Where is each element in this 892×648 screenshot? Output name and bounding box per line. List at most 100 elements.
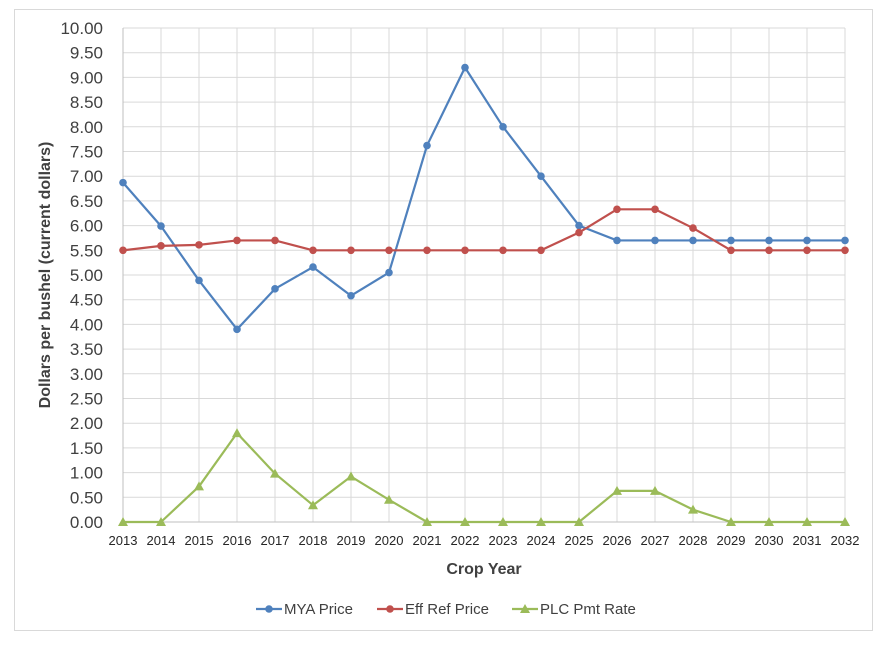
data-point xyxy=(536,517,546,526)
y-tick-label: 0.50 xyxy=(70,488,103,507)
data-point xyxy=(233,236,241,245)
x-tick-label: 2013 xyxy=(109,533,138,548)
data-point xyxy=(689,236,697,245)
x-tick-label: 2025 xyxy=(565,533,594,548)
y-tick-label: 9.00 xyxy=(70,68,103,87)
gridlines xyxy=(122,27,846,523)
data-point xyxy=(194,481,204,491)
data-point xyxy=(271,285,279,293)
data-point xyxy=(461,63,469,72)
y-axis-title: Dollars per bushel (current dollars) xyxy=(37,142,54,409)
data-point xyxy=(802,517,812,526)
x-tick-label: 2031 xyxy=(793,533,822,548)
y-tick-label: 5.50 xyxy=(70,241,103,260)
data-point xyxy=(651,205,659,214)
data-point xyxy=(613,205,621,214)
y-tick-label: 6.00 xyxy=(70,217,103,236)
data-point xyxy=(689,224,697,232)
data-point xyxy=(270,468,280,478)
data-point xyxy=(309,246,317,255)
data-point xyxy=(650,485,660,495)
data-point xyxy=(574,517,584,526)
y-tick-label: 4.00 xyxy=(70,315,103,334)
data-point xyxy=(195,276,203,285)
legend-item: MYA Price xyxy=(256,601,353,618)
x-tick-label: 2029 xyxy=(717,533,746,548)
x-axis-ticks: 2013 2014 2015 2016 2017 2018 2019 2020 2021 2022… xyxy=(109,533,860,548)
series-plc-pmt-rate xyxy=(118,428,850,526)
data-point xyxy=(346,471,356,481)
y-tick-label: 3.00 xyxy=(70,365,103,384)
data-point xyxy=(461,246,469,255)
x-tick-label: 2024 xyxy=(527,533,556,548)
data-point xyxy=(119,246,127,255)
data-point xyxy=(423,246,431,255)
y-tick-label: 7.00 xyxy=(70,167,103,186)
legend-label: PLC Pmt Rate xyxy=(540,601,636,618)
data-point xyxy=(385,268,393,277)
x-tick-label: 2020 xyxy=(375,533,404,548)
data-point xyxy=(498,517,508,526)
data-point xyxy=(156,517,166,526)
x-tick-label: 2027 xyxy=(641,533,670,548)
x-tick-label: 2022 xyxy=(451,533,480,548)
y-axis-ticks: 0.00 0.50 1.00 1.50 2.00 2.50 3.00 3.50 4.00 4.50… xyxy=(60,19,103,532)
x-tick-label: 2019 xyxy=(337,533,366,548)
data-point xyxy=(423,141,431,150)
data-point xyxy=(537,172,545,180)
y-tick-label: 5.00 xyxy=(70,266,103,285)
data-point xyxy=(841,246,849,255)
data-point xyxy=(347,291,355,300)
legend-item: Eff Ref Price xyxy=(377,601,489,618)
x-tick-label: 2028 xyxy=(679,533,708,548)
data-point xyxy=(347,246,355,255)
data-point xyxy=(575,221,583,230)
x-axis-title: Crop Year xyxy=(446,561,521,578)
data-point xyxy=(537,246,545,255)
legend-item: PLC Pmt Rate xyxy=(512,601,636,618)
y-tick-label: 10.00 xyxy=(60,19,103,38)
data-point xyxy=(119,178,127,187)
y-tick-label: 6.50 xyxy=(70,192,103,211)
data-point xyxy=(613,236,621,245)
triangle-marker-icon xyxy=(520,604,530,613)
data-point xyxy=(651,236,659,245)
data-point xyxy=(118,517,128,526)
data-point xyxy=(422,517,432,526)
data-point xyxy=(499,123,507,131)
data-point xyxy=(385,246,393,255)
circle-marker-icon xyxy=(265,605,273,613)
x-tick-label: 2016 xyxy=(223,533,252,548)
y-tick-label: 9.50 xyxy=(70,44,103,63)
y-tick-label: 8.50 xyxy=(70,93,103,112)
data-point xyxy=(233,325,241,334)
data-point xyxy=(765,236,773,245)
series-line xyxy=(122,66,845,331)
y-tick-label: 4.50 xyxy=(70,291,103,310)
x-tick-label: 2023 xyxy=(489,533,518,548)
data-point xyxy=(612,485,622,495)
legend-label: Eff Ref Price xyxy=(405,601,489,618)
x-tick-label: 2014 xyxy=(147,533,176,548)
data-point xyxy=(575,228,583,237)
data-point xyxy=(499,246,507,255)
data-point xyxy=(232,428,242,438)
data-point xyxy=(157,242,165,250)
circle-marker-icon xyxy=(386,605,394,613)
data-point xyxy=(727,246,735,255)
data-series xyxy=(118,63,850,526)
data-point xyxy=(803,246,811,255)
y-tick-label: 1.50 xyxy=(70,439,103,458)
data-point xyxy=(726,517,736,526)
x-tick-label: 2032 xyxy=(831,533,860,548)
y-tick-label: 1.00 xyxy=(70,464,103,483)
legend-label: MYA Price xyxy=(284,601,353,618)
data-point xyxy=(460,517,470,526)
y-tick-label: 3.50 xyxy=(70,340,103,359)
data-point xyxy=(308,500,318,510)
data-point xyxy=(271,236,279,245)
data-point xyxy=(157,222,165,230)
data-point xyxy=(840,517,850,526)
series-mya-price xyxy=(119,63,849,334)
